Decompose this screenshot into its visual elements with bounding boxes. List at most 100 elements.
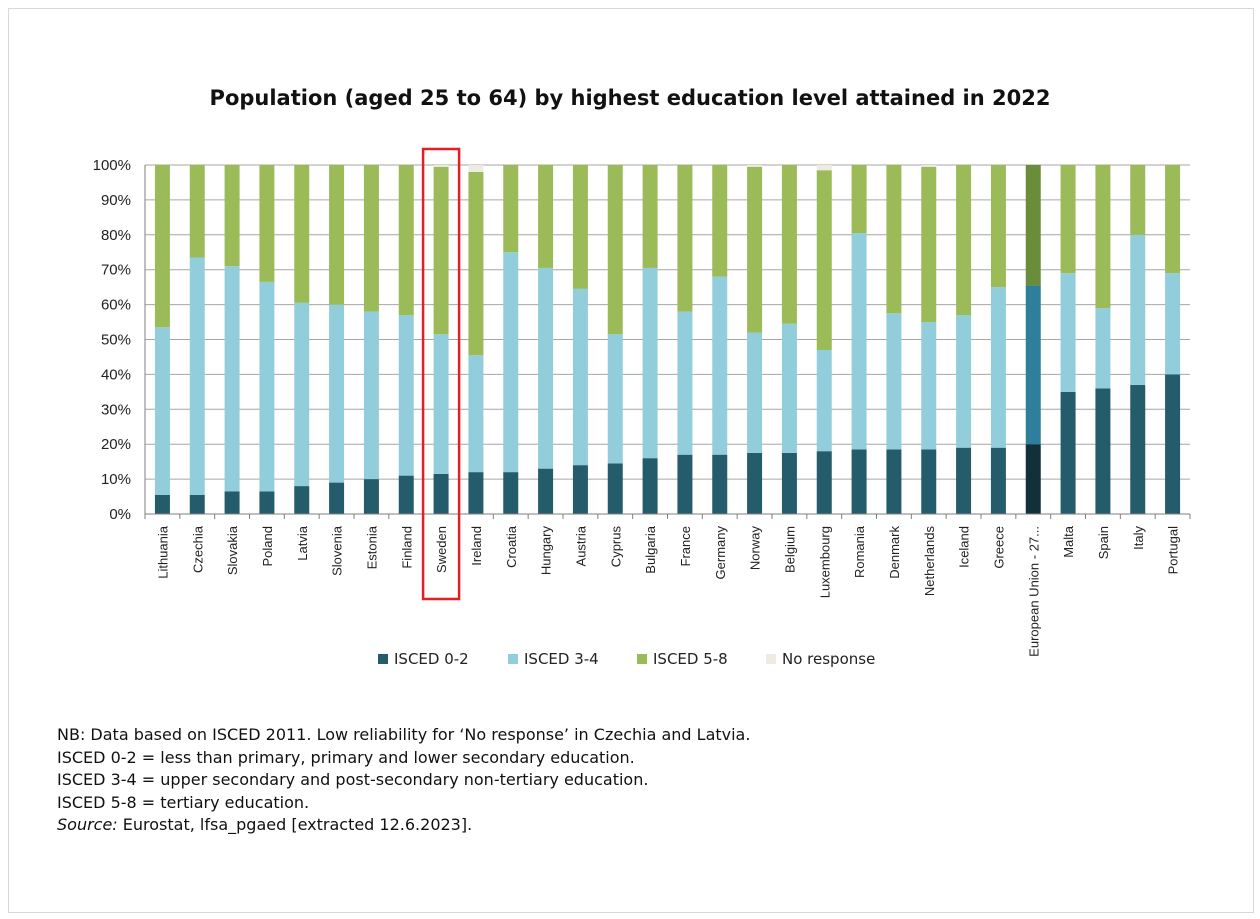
source-line: Source: Eurostat, lfsa_pgaed [extracted … <box>57 814 750 837</box>
bar-segment <box>294 165 310 303</box>
bar-segment <box>259 165 275 282</box>
bar-segment <box>1025 165 1041 286</box>
bars <box>154 165 1181 514</box>
bar-segment <box>921 322 937 450</box>
x-tick-label: Germany <box>713 526 728 580</box>
x-tick-label: Slovakia <box>225 525 240 575</box>
legend-swatch <box>508 654 518 664</box>
bar-segment <box>677 454 693 514</box>
bar-segment <box>1060 391 1076 514</box>
bar-segment <box>433 166 449 335</box>
y-tick-label: 100% <box>93 157 131 174</box>
bar-segment <box>1165 165 1181 274</box>
bar-segment <box>538 165 554 268</box>
bar-segment <box>294 486 310 514</box>
bar-segment <box>503 165 519 253</box>
legend-swatch <box>766 654 776 664</box>
legend-swatch <box>378 654 388 664</box>
bar-segment <box>956 315 972 448</box>
bar-segment <box>642 165 658 268</box>
x-tick-label: Greece <box>991 526 1006 569</box>
bar-segment <box>1095 388 1111 514</box>
bar-segment <box>363 479 379 514</box>
bar-segment <box>956 447 972 514</box>
x-tick-label: Romania <box>852 525 867 578</box>
bar-segment <box>572 288 588 466</box>
bar-segment <box>990 287 1006 448</box>
bar-segment <box>224 266 240 492</box>
x-tick-label: Malta <box>1061 525 1076 558</box>
x-tick-label: European Union - 27... <box>1026 526 1041 657</box>
bar-segment <box>747 452 763 514</box>
bar-segment <box>956 165 972 316</box>
bar-segment <box>189 257 205 495</box>
bar-segment <box>816 170 832 350</box>
x-tick-label: Hungary <box>539 526 554 576</box>
bar-segment <box>712 165 728 277</box>
y-tick-label: 20% <box>101 436 131 453</box>
bar-segment <box>747 166 763 333</box>
x-tick-label: Finland <box>399 526 414 569</box>
y-tick-label: 50% <box>101 332 131 349</box>
x-tick-label: Czechia <box>190 525 205 573</box>
bar-segment <box>851 165 867 234</box>
bar-segment <box>398 315 414 476</box>
bar-segment <box>607 463 623 514</box>
bar-segment <box>1165 374 1181 514</box>
bar-segment <box>259 491 275 514</box>
bar-segment <box>677 165 693 312</box>
bar-segment <box>781 323 797 453</box>
bar-segment <box>572 165 588 289</box>
x-tick-label: Luxembourg <box>817 526 832 598</box>
bar-segment <box>224 491 240 514</box>
legend-label: ISCED 3-4 <box>524 650 599 668</box>
bar-segment <box>781 452 797 514</box>
y-tick-label: 30% <box>101 401 131 418</box>
x-tick-label: Denmark <box>887 526 902 579</box>
y-tick-label: 60% <box>101 297 131 314</box>
bar-segment <box>886 165 902 314</box>
x-tick-label: Iceland <box>957 526 972 568</box>
bar-segment <box>1165 273 1181 375</box>
bar-segment <box>1095 165 1111 309</box>
x-tick-label: Sweden <box>434 526 449 573</box>
bar-segment <box>329 482 345 514</box>
bar-segment <box>468 355 484 473</box>
bar-segment <box>433 334 449 474</box>
x-tick-label: Poland <box>260 526 275 566</box>
x-tick-label: Norway <box>748 526 763 571</box>
bar-segment <box>642 458 658 514</box>
bar-segment <box>607 165 623 335</box>
note-line-3: ISCED 3-4 = upper secondary and post-sec… <box>57 770 649 789</box>
bar-segment <box>572 465 588 514</box>
bar-segment <box>189 494 205 514</box>
bar-segment <box>921 166 937 323</box>
x-tick-label: Austria <box>573 525 588 566</box>
bar-segment <box>921 165 937 167</box>
bar-segment <box>538 267 554 469</box>
note-line-2: ISCED 0-2 = less than primary, primary a… <box>57 747 635 767</box>
chart-title: Population (aged 25 to 64) by highest ed… <box>209 86 1051 110</box>
x-tick-label: Belgium <box>782 526 797 573</box>
figure-frame <box>8 8 1254 913</box>
bar-segment <box>1025 285 1041 445</box>
note-line-4: ISCED 5-8 = tertiary education. <box>57 792 310 812</box>
x-tick-labels: Lithuania Czechia Slovakia Poland Latvia Slov… <box>155 525 1180 657</box>
legend-label: No response <box>782 650 875 668</box>
bar-segment <box>329 304 345 483</box>
bar-segment <box>1095 308 1111 389</box>
x-tick-label: Latvia <box>295 525 310 560</box>
bar-segment <box>154 165 170 328</box>
highlight-box <box>421 147 461 601</box>
bar-segment <box>224 165 240 267</box>
stacked-bar-chart: 0% 10% 20% 30% 40% 50% 60% 70% 80% 90% 100% Lithua… <box>93 147 1191 668</box>
footnotes: NB: Data based on ISCED 2011. Low reliab… <box>57 724 750 837</box>
bar-segment <box>538 468 554 514</box>
source-label: Source: <box>57 815 118 834</box>
bar-segment <box>1130 234 1146 385</box>
x-tick-label: Ireland <box>469 526 484 566</box>
x-tick-label: Cyprus <box>608 526 623 568</box>
bar-segment <box>154 327 170 495</box>
x-tick-label: Estonia <box>364 525 379 569</box>
bar-segment <box>781 165 797 324</box>
